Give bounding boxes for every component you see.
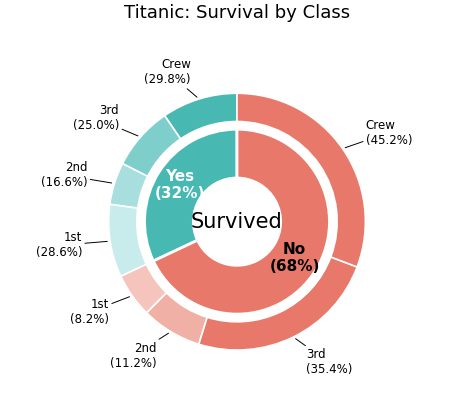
Wedge shape [121,265,166,313]
Text: 1st
(8.2%): 1st (8.2%) [70,297,129,326]
Wedge shape [164,93,237,139]
Wedge shape [145,129,237,261]
Wedge shape [237,93,365,267]
Text: Crew
(29.8%): Crew (29.8%) [144,58,197,97]
Wedge shape [109,204,146,276]
Text: Yes
(32%): Yes (32%) [155,169,205,201]
Text: 2nd
(11.2%): 2nd (11.2%) [109,333,168,370]
Text: 3rd
(25.0%): 3rd (25.0%) [73,104,138,136]
Title: Titanic: Survival by Class: Titanic: Survival by Class [124,4,350,22]
Text: Crew
(45.2%): Crew (45.2%) [345,119,412,148]
Text: Survived: Survived [191,212,283,232]
Text: 1st
(28.6%): 1st (28.6%) [36,232,107,260]
Wedge shape [154,129,329,314]
Wedge shape [110,164,148,208]
Wedge shape [146,293,207,344]
Text: No
(68%): No (68%) [269,242,319,274]
Wedge shape [122,116,181,176]
Wedge shape [199,257,357,350]
Circle shape [193,178,281,265]
Text: 2nd
(16.6%): 2nd (16.6%) [41,161,112,189]
Text: 3rd
(35.4%): 3rd (35.4%) [296,339,352,377]
